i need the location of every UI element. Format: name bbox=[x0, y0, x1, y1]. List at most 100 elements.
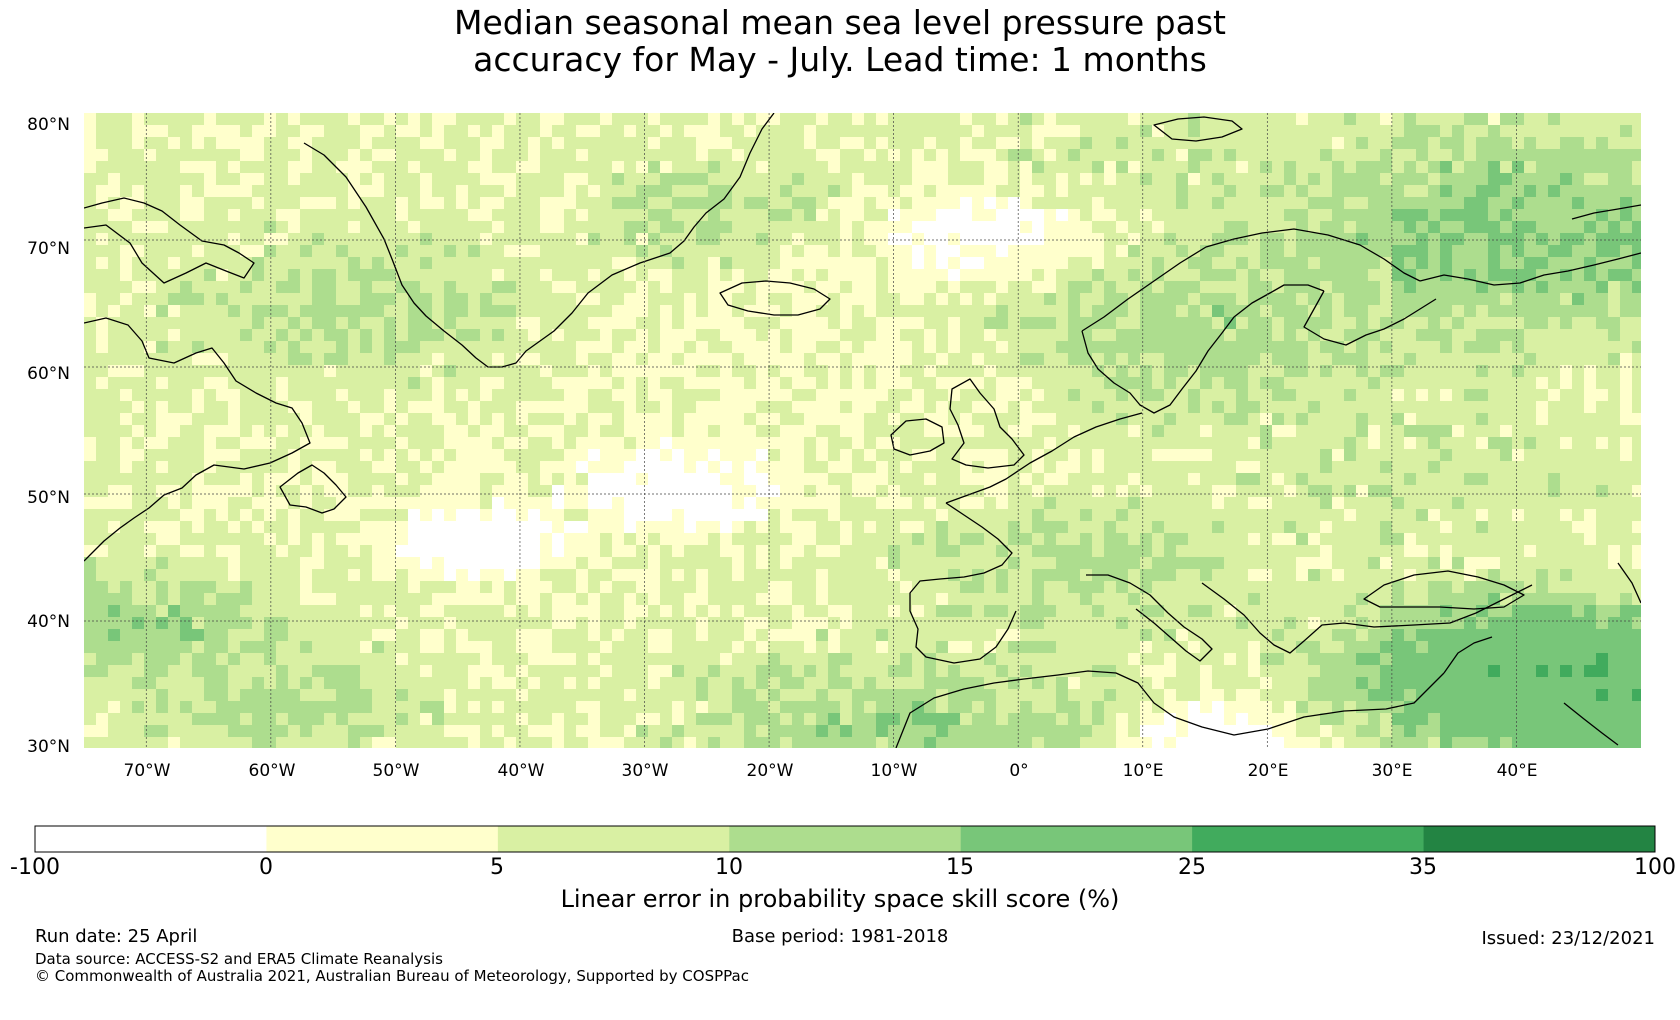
skill-score-cell bbox=[1536, 425, 1549, 438]
skill-score-cell bbox=[108, 533, 121, 546]
skill-score-cell bbox=[372, 317, 385, 330]
skill-score-cell bbox=[768, 557, 781, 570]
skill-score-cell bbox=[876, 149, 889, 162]
skill-score-cell bbox=[276, 113, 289, 126]
skill-score-cell bbox=[1092, 437, 1105, 450]
skill-score-cell bbox=[540, 533, 553, 546]
skill-score-cell bbox=[984, 269, 997, 282]
skill-score-cell bbox=[1116, 389, 1129, 402]
skill-score-cell bbox=[204, 377, 217, 390]
skill-score-cell bbox=[264, 269, 277, 282]
skill-score-cell bbox=[1236, 449, 1249, 462]
skill-score-cell bbox=[948, 209, 961, 222]
skill-score-cell bbox=[504, 257, 517, 270]
skill-score-cell bbox=[720, 533, 733, 546]
skill-score-cell bbox=[924, 173, 937, 186]
skill-score-cell bbox=[1272, 125, 1285, 138]
skill-score-cell bbox=[372, 269, 385, 282]
skill-score-cell bbox=[936, 401, 949, 414]
skill-score-cell bbox=[576, 521, 589, 534]
skill-score-cell bbox=[816, 341, 829, 354]
skill-score-cell bbox=[600, 293, 613, 306]
skill-score-cell bbox=[1104, 233, 1117, 246]
skill-score-cell bbox=[444, 161, 457, 174]
skill-score-cell bbox=[168, 293, 181, 306]
skill-score-cell bbox=[624, 125, 637, 138]
skill-score-cell bbox=[1284, 221, 1297, 234]
skill-score-cell bbox=[924, 137, 937, 150]
skill-score-cell bbox=[1584, 449, 1597, 462]
skill-score-cell bbox=[168, 425, 181, 438]
skill-score-cell bbox=[1548, 461, 1561, 474]
skill-score-cell bbox=[1128, 161, 1141, 174]
skill-score-cell bbox=[588, 485, 601, 498]
skill-score-cell bbox=[804, 137, 817, 150]
skill-score-cell bbox=[1080, 161, 1093, 174]
skill-score-cell bbox=[768, 137, 781, 150]
skill-score-cell bbox=[1056, 125, 1069, 138]
skill-score-cell bbox=[156, 209, 169, 222]
skill-score-cell bbox=[1596, 113, 1609, 126]
skill-score-cell bbox=[1044, 329, 1057, 342]
skill-score-cell bbox=[600, 365, 613, 378]
skill-score-cell bbox=[1548, 209, 1561, 222]
skill-score-cell bbox=[1476, 317, 1489, 330]
skill-score-cell bbox=[276, 317, 289, 330]
skill-score-cell bbox=[744, 173, 757, 186]
skill-score-cell bbox=[492, 185, 505, 198]
skill-score-cell bbox=[300, 425, 313, 438]
skill-score-cell bbox=[84, 245, 97, 258]
skill-score-cell bbox=[624, 557, 637, 570]
skill-score-cell bbox=[1068, 389, 1081, 402]
skill-score-cell bbox=[984, 389, 997, 402]
skill-score-cell bbox=[120, 425, 133, 438]
skill-score-cell bbox=[864, 425, 877, 438]
skill-score-cell bbox=[192, 401, 205, 414]
skill-score-cell bbox=[480, 353, 493, 366]
skill-score-cell bbox=[1440, 137, 1453, 150]
skill-score-cell bbox=[564, 497, 577, 510]
skill-score-cell bbox=[1332, 173, 1345, 186]
skill-score-cell bbox=[1476, 437, 1489, 450]
skill-score-cell bbox=[672, 125, 685, 138]
skill-score-cell bbox=[336, 221, 349, 234]
skill-score-cell bbox=[672, 233, 685, 246]
skill-score-cell bbox=[336, 197, 349, 210]
skill-score-cell bbox=[1152, 245, 1165, 258]
skill-score-cell bbox=[1260, 485, 1273, 498]
skill-score-cell bbox=[948, 245, 961, 258]
skill-score-cell bbox=[612, 497, 625, 510]
skill-score-cell bbox=[1548, 149, 1561, 162]
skill-score-cell bbox=[1176, 233, 1189, 246]
skill-score-cell bbox=[1332, 329, 1345, 342]
skill-score-cell bbox=[300, 257, 313, 270]
skill-score-cell bbox=[624, 521, 637, 534]
skill-score-cell bbox=[84, 137, 97, 150]
skill-score-cell bbox=[612, 365, 625, 378]
skill-score-cell bbox=[120, 533, 133, 546]
skill-score-cell bbox=[120, 341, 133, 354]
skill-score-cell bbox=[720, 401, 733, 414]
skill-score-cell bbox=[144, 329, 157, 342]
skill-score-cell bbox=[504, 557, 517, 570]
skill-score-cell bbox=[732, 545, 745, 558]
skill-score-cell bbox=[960, 389, 973, 402]
skill-score-cell bbox=[1020, 389, 1033, 402]
skill-score-cell bbox=[132, 305, 145, 318]
skill-score-cell bbox=[156, 197, 169, 210]
skill-score-cell bbox=[1140, 497, 1153, 510]
skill-score-cell bbox=[384, 341, 397, 354]
skill-score-cell bbox=[300, 557, 313, 570]
skill-score-cell bbox=[1236, 377, 1249, 390]
skill-score-cell bbox=[96, 485, 109, 498]
skill-score-cell bbox=[624, 449, 637, 462]
skill-score-cell bbox=[1404, 413, 1417, 426]
skill-score-cell bbox=[1596, 269, 1609, 282]
skill-score-cell bbox=[1380, 221, 1393, 234]
skill-score-cell bbox=[1176, 125, 1189, 138]
skill-score-cell bbox=[204, 281, 217, 294]
skill-score-cell bbox=[660, 497, 673, 510]
skill-score-cell bbox=[120, 557, 133, 570]
skill-score-cell bbox=[1476, 425, 1489, 438]
skill-score-cell bbox=[456, 341, 469, 354]
